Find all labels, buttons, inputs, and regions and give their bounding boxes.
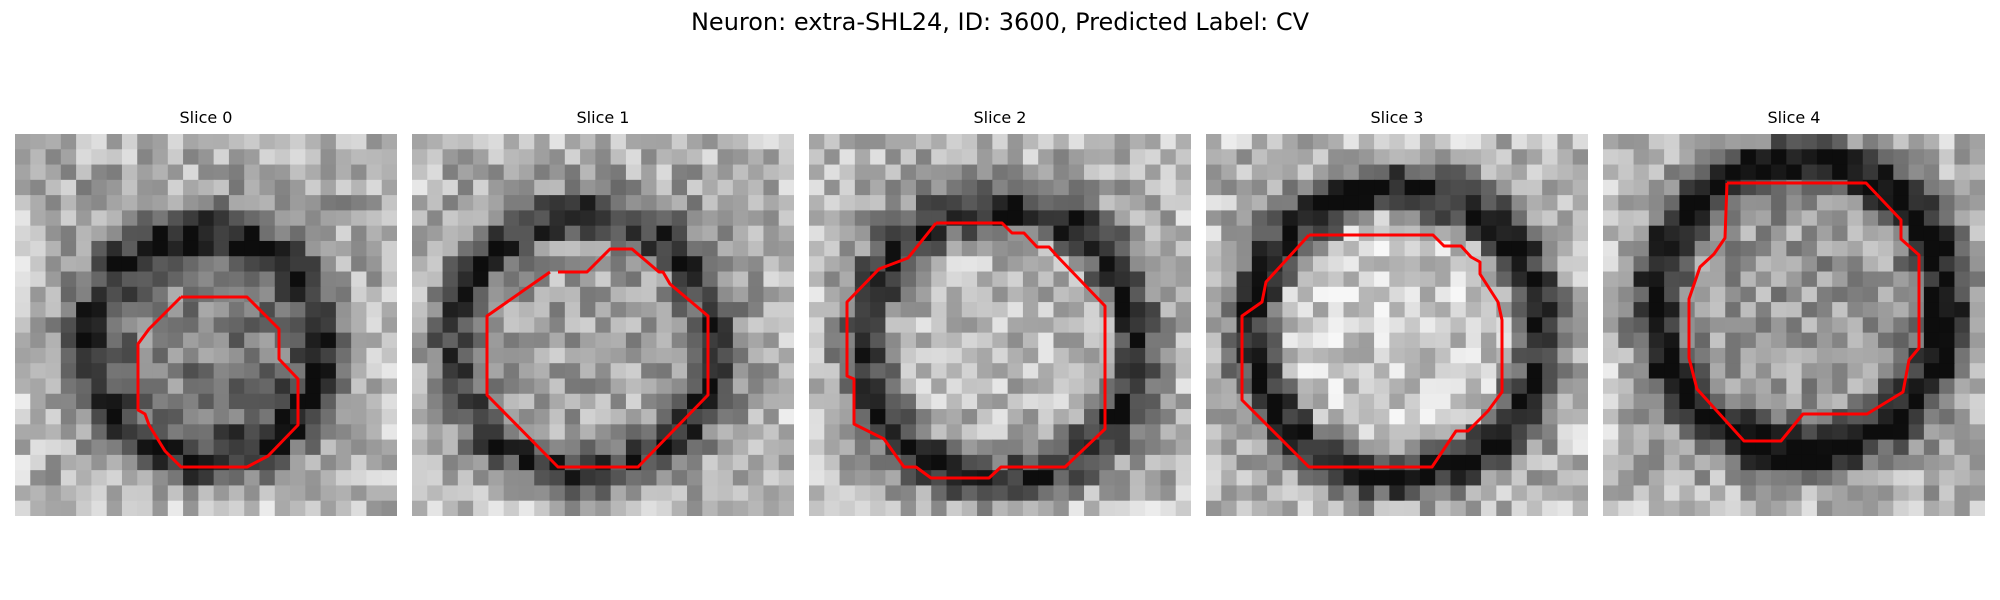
slice-title-4: Slice 4 [1767,108,1821,127]
slice-pixel-grid-3 [1206,134,1588,516]
roi-contour-2 [845,221,1107,480]
slice-image-2 [809,134,1191,516]
slice-panel-2: Slice 2 [809,108,1191,516]
slice-panel-1: Slice 1 [412,108,794,516]
roi-contour-1 [485,247,710,469]
slice-image-4 [1603,134,1985,516]
slice-pixel-grid-2 [809,134,1191,516]
slice-image-3 [1206,134,1588,516]
roi-contour-4 [1687,181,1921,443]
slice-title-3: Slice 3 [1370,108,1424,127]
roi-contour-0 [136,295,300,469]
slice-pixel-grid-0 [15,134,397,516]
slice-pixel-grid-4 [1603,134,1985,516]
slice-title-0: Slice 0 [179,108,233,127]
slice-panel-0: Slice 0 [15,108,397,516]
slice-title-2: Slice 2 [973,108,1027,127]
roi-contour-3 [1240,233,1504,469]
slice-image-1 [412,134,794,516]
slice-title-1: Slice 1 [576,108,630,127]
slice-panel-4: Slice 4 [1603,108,1985,516]
slice-pixel-grid-1 [412,134,794,516]
slice-image-0 [15,134,397,516]
figure-title: Neuron: extra-SHL24, ID: 3600, Predicted… [690,8,1310,36]
slice-panel-3: Slice 3 [1206,108,1588,516]
